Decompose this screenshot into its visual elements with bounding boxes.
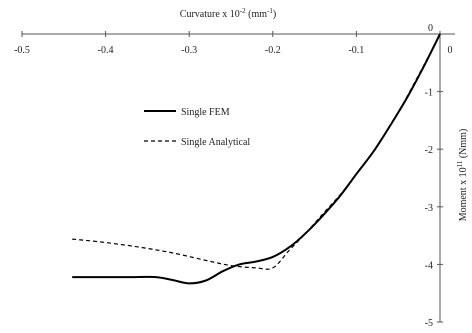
y-tick-label: -1 [425,88,433,99]
legend-label-single-fem: Single FEM [181,107,230,118]
y-tick-label: -5 [425,318,433,329]
legend: Single FEM Single Analytical [144,107,250,148]
x-tick-label: 0 [448,45,453,56]
y-ticks: 0 -1 -2 -3 -4 -5 [425,23,443,329]
y-tick-label: 0 [428,23,433,34]
series-layer [72,33,441,285]
x-tick-label: -0.4 [98,45,114,56]
x-axis-title: Curvature x 10-2 (mm-1) [180,7,276,20]
x-axis-title-sup: -2 [240,7,246,15]
y-tick-label: -3 [425,203,433,214]
legend-label-single-analytical: Single Analytical [181,137,250,148]
series-line-single-analytical [72,33,441,270]
x-ticks: -0.5 -0.4 -0.3 -0.2 -0.1 0 [14,31,453,56]
y-axis-title-sup: 11 [456,160,464,167]
y-tick-label: -2 [425,145,433,156]
x-axis-title-unit-suffix: ) [273,9,276,20]
y-axis-title-unit: (Nmm) [458,129,469,161]
x-axis-title-unit-sup: -1 [267,7,273,15]
x-tick-label: -0.1 [348,45,364,56]
series-line-single-fem [72,33,441,285]
x-tick-label: -0.2 [265,45,281,56]
x-axis-title-base: Curvature x 10 [180,9,240,20]
x-tick-label: -0.3 [181,45,197,56]
x-tick-label: -0.5 [14,45,30,56]
x-axis-title-unit-prefix: (mm [246,9,268,20]
y-axis-title: Moment x 1011 (Nmm) [456,129,469,222]
y-axis-title-base: Moment x 10 [458,167,469,221]
y-tick-label: -4 [425,260,433,271]
